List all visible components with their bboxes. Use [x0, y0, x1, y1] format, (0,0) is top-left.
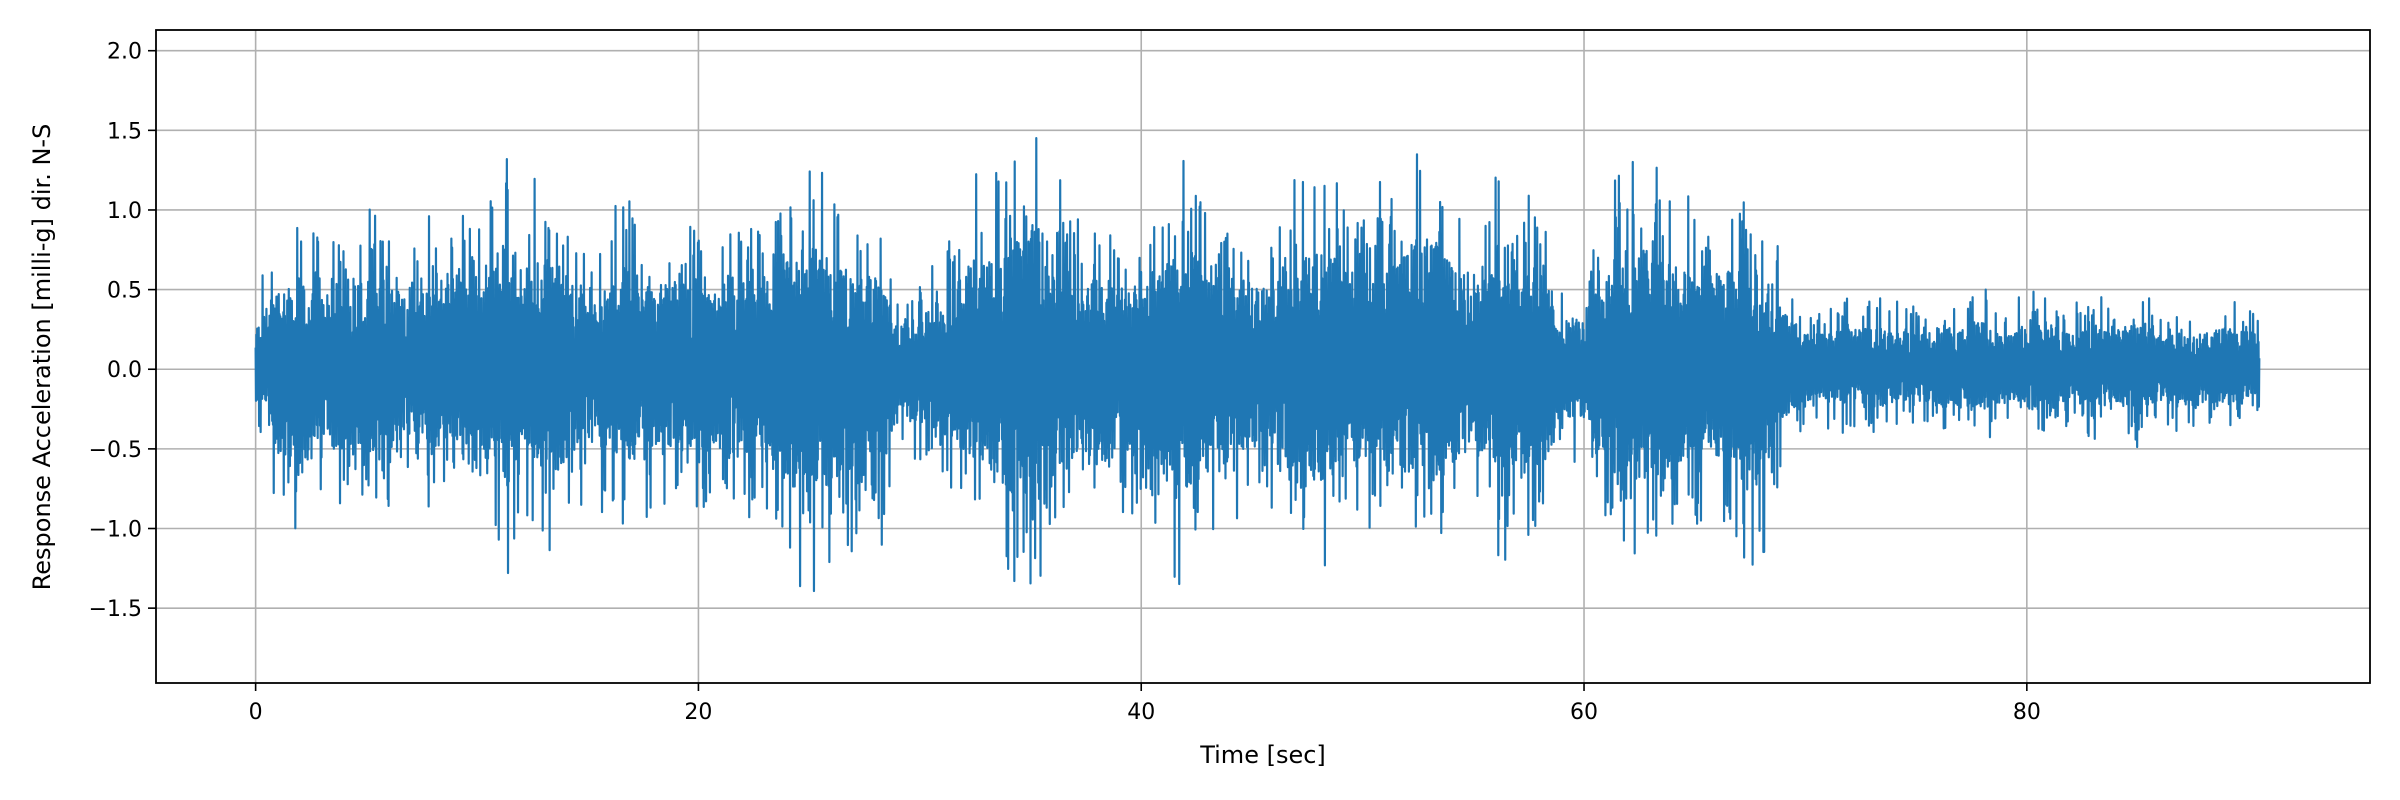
y-tick-label: 0.5	[107, 279, 142, 304]
y-tick-label: −1.5	[89, 597, 142, 622]
series-layer	[254, 136, 2261, 593]
y-tick-label: 1.0	[107, 199, 142, 224]
series-line	[254, 136, 2261, 593]
x-tick-label: 80	[2013, 700, 2041, 725]
x-tick-label: 60	[1570, 700, 1598, 725]
plot-frame	[155, 29, 2371, 684]
y-tick-label: 1.5	[107, 119, 142, 144]
x-tick-label: 20	[684, 700, 712, 725]
x-axis-label: Time [sec]	[1199, 741, 1326, 769]
y-axis-label: Response Acceleration [milli-g] dir. N-S	[28, 124, 56, 591]
ticks-layer: 0 20 40 60 80 −1.5 −1.0 −0.5 0.0 0.5 1.0 1.5 2.0	[89, 40, 2041, 725]
y-tick-label: −1.0	[89, 518, 142, 543]
y-tick-label: 0.0	[107, 358, 142, 383]
y-tick-label: 2.0	[107, 40, 142, 65]
x-tick-label: 0	[249, 700, 263, 725]
y-tick-label: −0.5	[89, 438, 142, 463]
x-tick-label: 40	[1127, 700, 1155, 725]
